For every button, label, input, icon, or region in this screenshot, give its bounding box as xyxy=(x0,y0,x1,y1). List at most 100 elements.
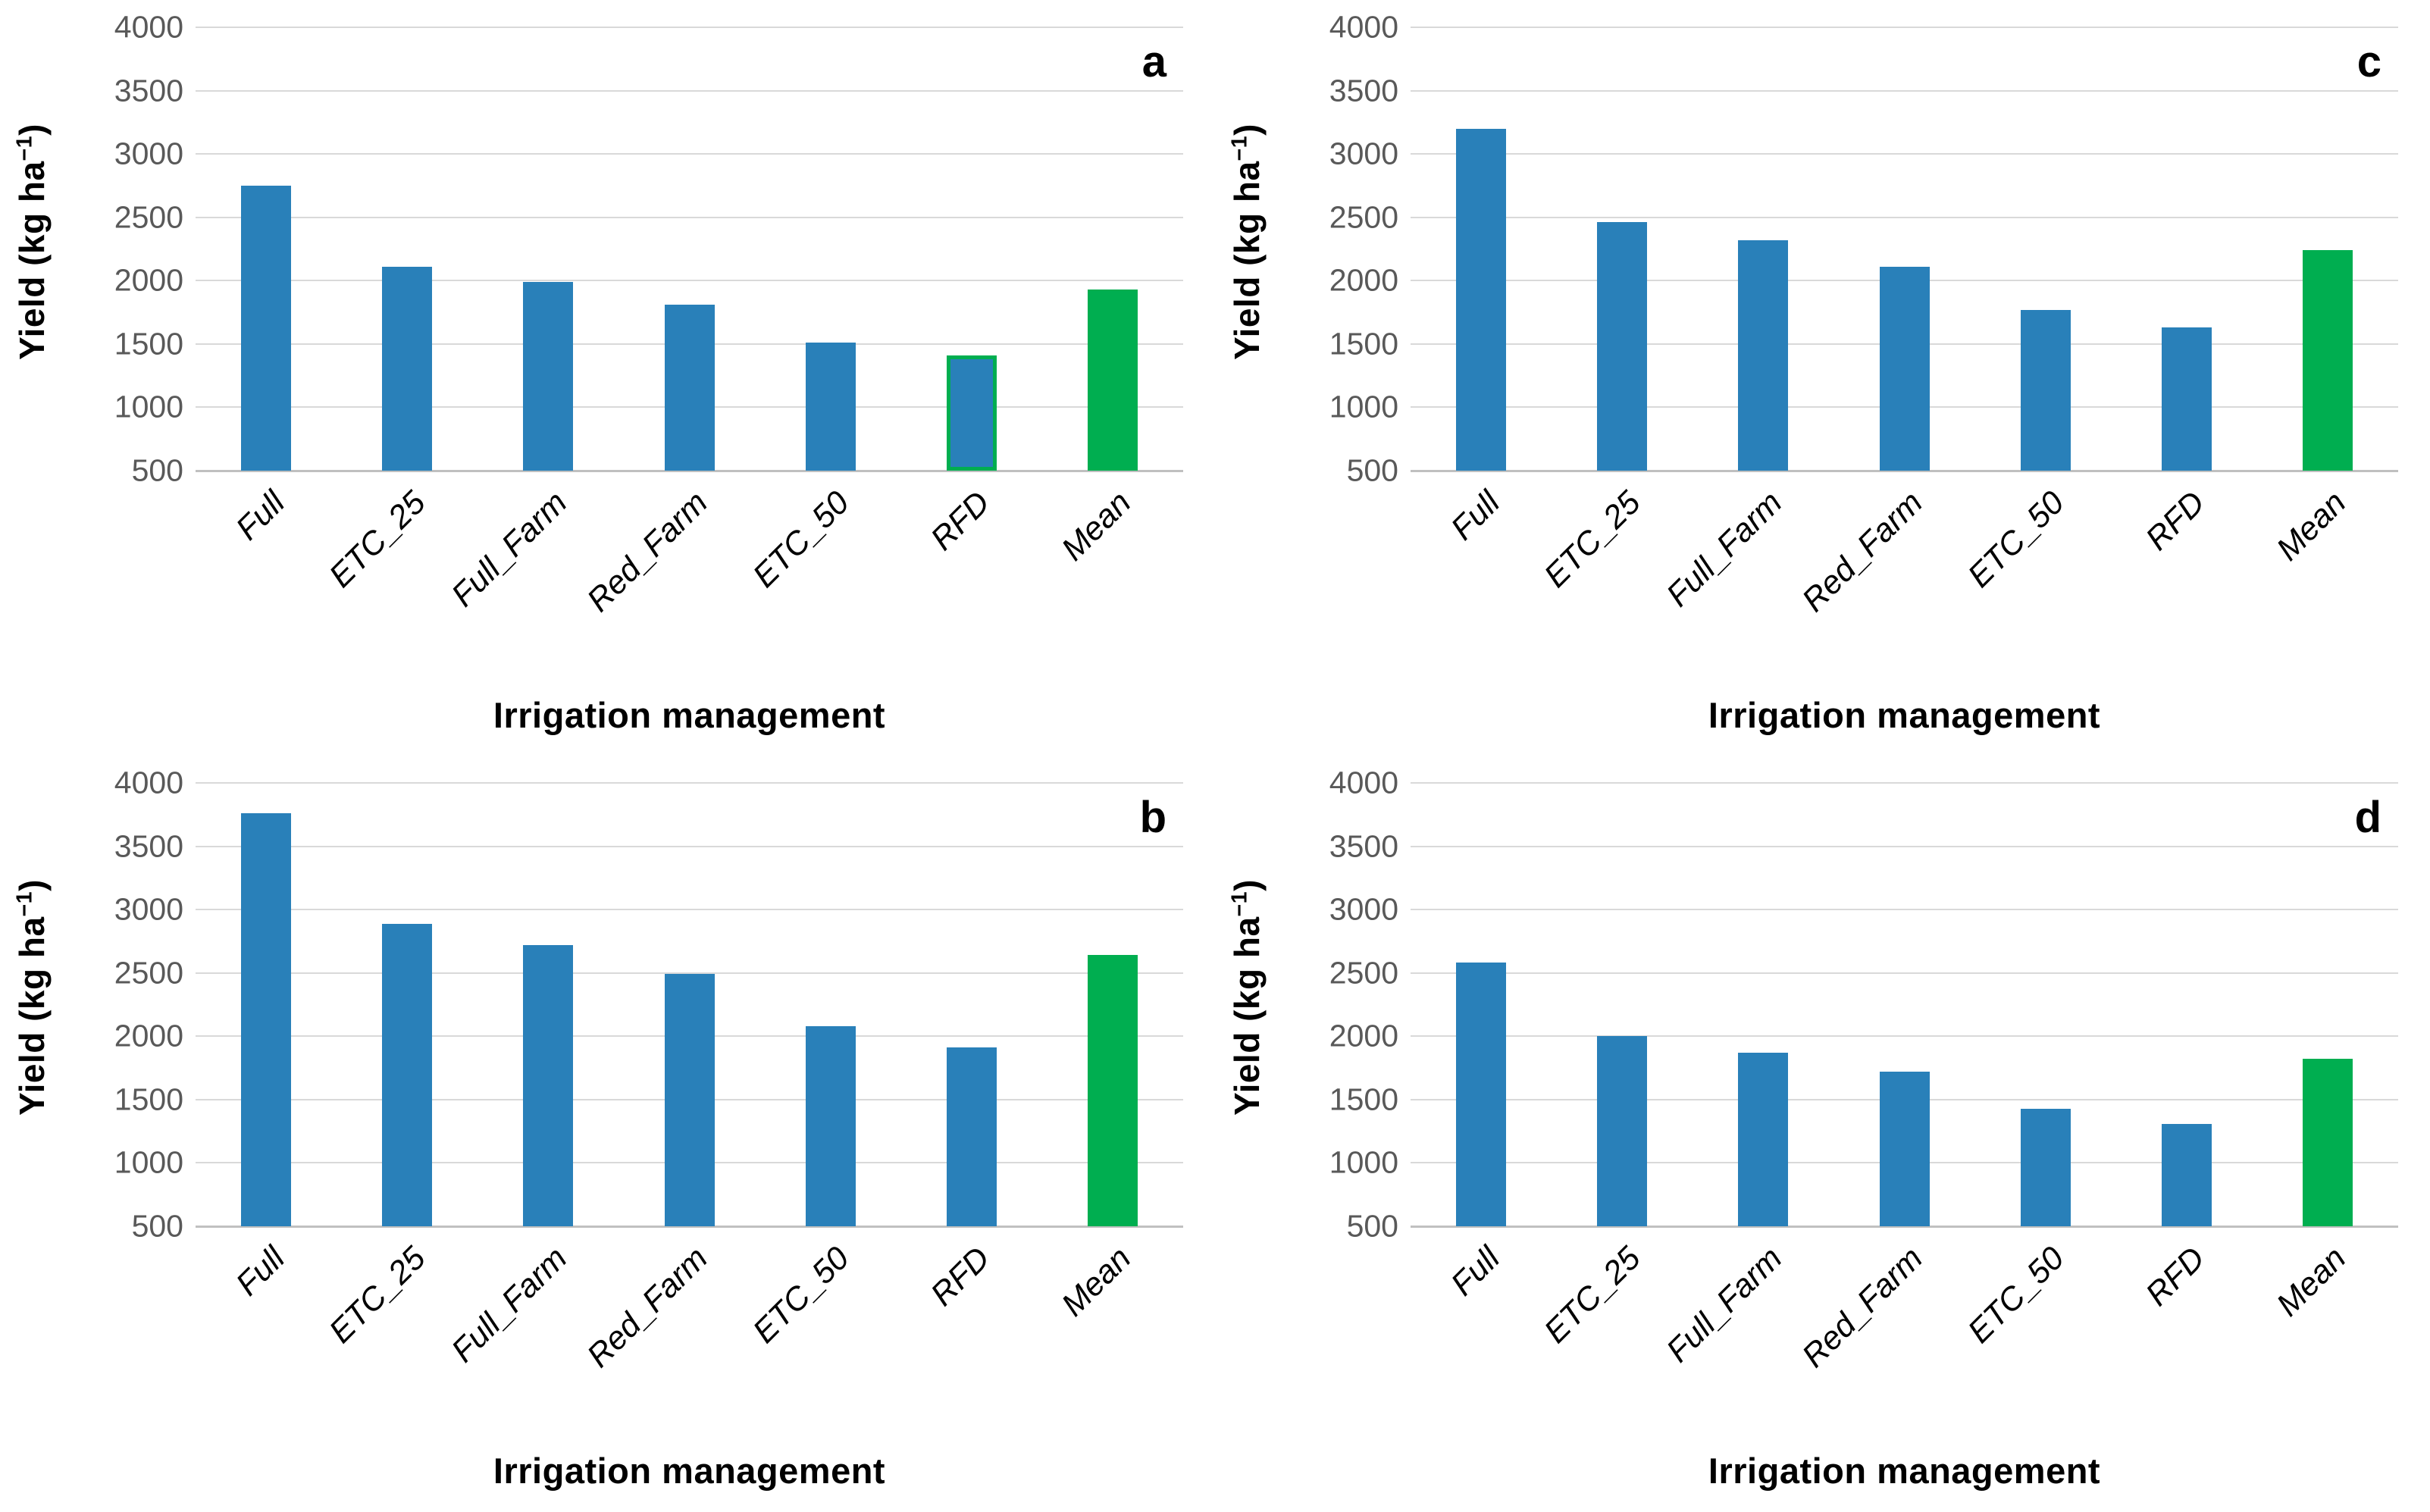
chart-panel-d: Yield (kg ha−1) 4000 3500 3000 2500 2000 1500… xyxy=(1215,756,2430,1512)
x-axis-title: Irrigation management xyxy=(493,1451,886,1491)
bar-full_farm xyxy=(523,282,574,471)
bar-etc_50 xyxy=(805,343,856,471)
y-axis-title-text: Yield (kg ha xyxy=(12,160,52,360)
y-axis-title-suffix: ) xyxy=(1227,878,1267,891)
category-label-rfd: RFD xyxy=(924,1240,997,1313)
y-axis-title-suffix: ) xyxy=(1227,123,1267,136)
bar-full xyxy=(1456,128,1507,471)
category-label-rfd: RFD xyxy=(2139,484,2212,558)
gridline-3500 xyxy=(196,89,1183,92)
y-tick-label-3000: 3000 xyxy=(1329,136,1398,171)
plot-grid xyxy=(196,27,1183,472)
plot-grid xyxy=(196,782,1183,1228)
y-tick-label-2000: 2000 xyxy=(114,262,183,298)
y-tick-label-3000: 3000 xyxy=(1329,891,1398,927)
x-axis-title: Irrigation management xyxy=(493,695,886,735)
gridline-4000 xyxy=(1411,27,2398,28)
bar-red_farm xyxy=(664,305,715,471)
y-axis-title-text: Yield (kg ha xyxy=(1227,160,1267,360)
category-label-etc_25: ETC_25 xyxy=(322,484,434,595)
gridline-2500 xyxy=(1411,972,2398,974)
y-axis-title-superscript: −1 xyxy=(1227,135,1252,161)
y-tick-label-1500: 1500 xyxy=(114,326,183,362)
bar-etc_25 xyxy=(382,923,433,1226)
y-axis-ticks: 4000 3500 3000 2500 2000 1500 1000 500 xyxy=(1274,5,1411,488)
bar-full_farm xyxy=(1738,1053,1789,1226)
y-tick-label-3500: 3500 xyxy=(1329,73,1398,108)
category-label-full_farm: Full_Farm xyxy=(444,484,575,614)
y-axis-title-superscript: −1 xyxy=(1227,891,1252,916)
y-tick-label-3500: 3500 xyxy=(114,828,183,864)
y-axis-title-text: Yield (kg ha xyxy=(12,916,52,1116)
y-tick-label-1000: 1000 xyxy=(114,1144,183,1180)
bar-etc_25 xyxy=(1597,1036,1648,1226)
plot-area: b xyxy=(196,760,1201,1234)
category-label-red_farm: Red_Farm xyxy=(580,1240,716,1375)
gridline-4000 xyxy=(1411,782,2398,784)
y-tick-label-1000: 1000 xyxy=(114,389,183,424)
bar-etc_50 xyxy=(2020,1108,2071,1226)
panel-letter-d: d xyxy=(2354,793,2381,842)
x-axis-category-labels: Full ETC_25 Full_Farm Red_Farm ETC_50 RFD Mean xyxy=(1220,478,2416,694)
y-axis-title-suffix: ) xyxy=(12,123,52,136)
bar-red_farm xyxy=(1879,1072,1930,1226)
y-tick-label-500: 500 xyxy=(131,452,183,488)
category-label-red_farm: Red_Farm xyxy=(1795,1240,1931,1375)
gridline-4000 xyxy=(196,27,1183,28)
y-tick-label-3500: 3500 xyxy=(114,73,183,108)
y-axis-title-area: Yield (kg ha−1) xyxy=(5,760,59,1234)
bar-mean xyxy=(1087,290,1138,471)
bar-rfd xyxy=(2161,1123,2212,1226)
y-axis-title: Yield (kg ha−1) xyxy=(11,124,52,360)
x-axis-category-labels: Full ETC_25 Full_Farm Red_Farm ETC_50 RFD Mean xyxy=(5,478,1201,694)
y-axis-title-suffix: ) xyxy=(12,878,52,891)
y-tick-label-2500: 2500 xyxy=(1329,199,1398,235)
bar-mean xyxy=(2302,1059,2353,1226)
category-label-rfd: RFD xyxy=(2139,1240,2212,1313)
gridline-2000 xyxy=(196,280,1183,282)
bar-mean xyxy=(1087,955,1138,1226)
bar-rfd xyxy=(2161,327,2212,471)
y-tick-label-4000: 4000 xyxy=(114,9,183,45)
category-label-full_farm: Full_Farm xyxy=(1659,1240,1790,1370)
category-label-mean: Mean xyxy=(1054,1240,1138,1324)
bar-rfd xyxy=(946,355,997,471)
y-axis-title: Yield (kg ha−1) xyxy=(1226,879,1267,1116)
y-tick-label-3000: 3000 xyxy=(114,136,183,171)
gridline-3500 xyxy=(1411,89,2398,92)
category-label-full: Full xyxy=(229,484,293,547)
y-axis-ticks: 4000 3500 3000 2500 2000 1500 1000 500 xyxy=(59,760,196,1244)
gridline-2500 xyxy=(1411,216,2398,218)
y-tick-label-2000: 2000 xyxy=(1329,1018,1398,1053)
category-label-full: Full xyxy=(229,1240,293,1303)
y-axis-title-area: Yield (kg ha−1) xyxy=(1220,760,1274,1234)
panel-letter-b: b xyxy=(1139,793,1166,842)
y-axis-title-superscript: −1 xyxy=(12,135,37,161)
category-label-etc_50: ETC_50 xyxy=(1961,484,2071,595)
y-axis-title-area: Yield (kg ha−1) xyxy=(1220,5,1274,478)
y-axis-ticks: 4000 3500 3000 2500 2000 1500 1000 500 xyxy=(1274,760,1411,1244)
gridline-3500 xyxy=(1411,845,2398,847)
gridline-3000 xyxy=(196,153,1183,155)
category-label-full_farm: Full_Farm xyxy=(1659,484,1790,614)
category-label-etc_25: ETC_25 xyxy=(1537,484,1649,595)
bar-etc_25 xyxy=(382,266,433,471)
gridline-4000 xyxy=(196,782,1183,784)
bar-red_farm xyxy=(664,974,715,1226)
y-tick-label-2500: 2500 xyxy=(114,199,183,235)
bar-full_farm xyxy=(1738,239,1789,471)
gridline-3000 xyxy=(1411,153,2398,155)
bar-etc_50 xyxy=(805,1025,856,1226)
y-tick-label-500: 500 xyxy=(131,1208,183,1244)
bar-full xyxy=(241,813,292,1226)
category-label-etc_50: ETC_50 xyxy=(1961,1240,2071,1351)
x-axis-title: Irrigation management xyxy=(1708,1451,2101,1491)
category-label-red_farm: Red_Farm xyxy=(580,484,716,619)
y-axis-title-area: Yield (kg ha−1) xyxy=(5,5,59,478)
panel-letter-c: c xyxy=(2356,37,2381,86)
plot-area: d xyxy=(1411,760,2416,1234)
chart-panel-b: Yield (kg ha−1) 4000 3500 3000 2500 2000 1500… xyxy=(0,756,1215,1512)
y-axis-title: Yield (kg ha−1) xyxy=(11,879,52,1116)
gridline-500 xyxy=(1411,1226,2398,1228)
